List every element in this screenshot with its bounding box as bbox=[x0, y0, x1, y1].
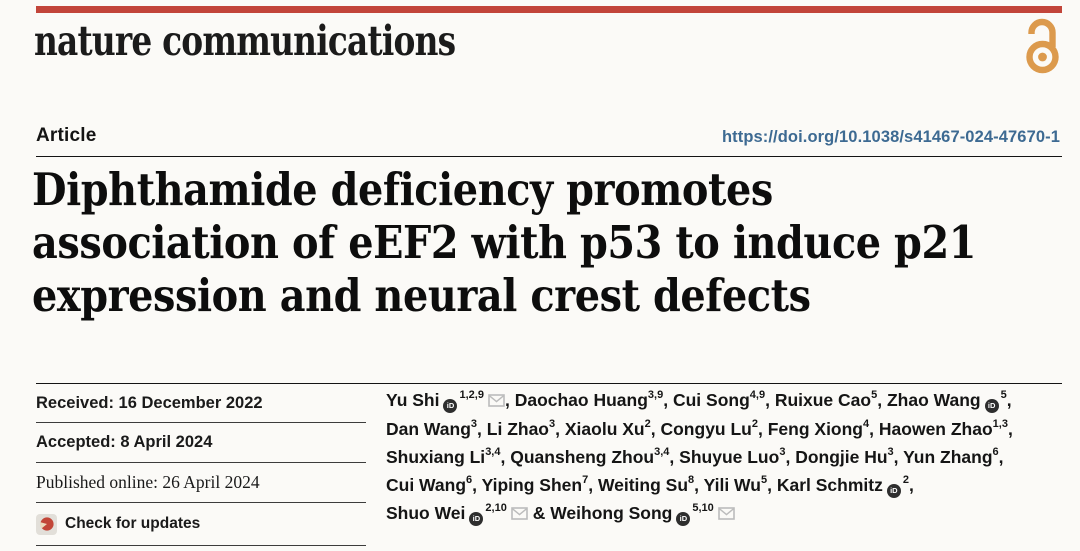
affiliation-superscript: 3 bbox=[549, 418, 556, 431]
author[interactable]: Xiaolu Xu2 bbox=[565, 419, 651, 439]
article-history: Received: 16 December 2022 Accepted: 8 A… bbox=[36, 384, 366, 546]
affiliation-superscript: 5,10 bbox=[692, 502, 714, 515]
author[interactable]: Dongjie Hu3 bbox=[795, 447, 893, 467]
affiliation-superscript: 2 bbox=[902, 474, 909, 487]
email-icon[interactable] bbox=[717, 500, 735, 528]
affiliation-superscript: 3 bbox=[779, 446, 786, 459]
journal-logo: nature communications bbox=[34, 17, 456, 65]
author-name: Shuyue Luo bbox=[679, 447, 780, 467]
author-name: Cui Wang bbox=[386, 475, 467, 495]
author-list: Yu Shi iD1,2,9, Daochao Huang3,9, Cui Son… bbox=[386, 386, 1058, 528]
author-name: Haowen Zhao bbox=[878, 419, 993, 439]
orcid-icon[interactable]: iD bbox=[676, 511, 691, 526]
author-name: Feng Xiong bbox=[767, 419, 864, 439]
author-name: Cui Song bbox=[672, 390, 750, 410]
orcid-icon[interactable]: iD bbox=[469, 511, 484, 526]
accepted-date: Accepted: 8 April 2024 bbox=[36, 423, 366, 463]
affiliation-superscript: 2 bbox=[644, 418, 651, 431]
author[interactable]: Zhao Wang iD5 bbox=[886, 389, 1007, 413]
author[interactable]: Shuo Wei iD2,10 bbox=[386, 502, 528, 526]
affiliation-superscript: 1,2,9 bbox=[459, 389, 484, 402]
affiliation-superscript: 2,10 bbox=[485, 502, 507, 515]
author[interactable]: Shuxiang Li3,4 bbox=[386, 447, 500, 467]
affiliation-superscript: 4 bbox=[863, 418, 870, 431]
author[interactable]: Yun Zhang6 bbox=[903, 447, 999, 467]
email-icon[interactable] bbox=[488, 387, 505, 415]
author-name: Shuxiang Li bbox=[386, 447, 486, 467]
author[interactable]: Daochao Huang3,9 bbox=[515, 390, 664, 410]
author-name: Ruixue Cao bbox=[774, 390, 872, 410]
author-name: Weihong Song bbox=[550, 503, 673, 523]
header-divider bbox=[36, 156, 1062, 157]
affiliation-superscript: 6 bbox=[992, 446, 999, 459]
article-title-line: expression and neural crest defects bbox=[32, 269, 811, 322]
author[interactable]: Shuyue Luo3 bbox=[679, 447, 785, 467]
affiliation-superscript: 3,4 bbox=[654, 446, 670, 459]
email-icon[interactable] bbox=[511, 500, 528, 528]
author-name: Shuo Wei bbox=[386, 503, 466, 523]
check-for-updates-label: Check for updates bbox=[65, 515, 201, 532]
affiliation-superscript: 3 bbox=[470, 418, 478, 431]
received-date: Received: 16 December 2022 bbox=[36, 384, 366, 423]
published-date: Published online: 26 April 2024 bbox=[36, 463, 366, 503]
affiliation-superscript: 4,9 bbox=[749, 389, 766, 402]
article-title-line: Diphthamide deficiency promotes bbox=[32, 163, 773, 216]
author-name: Yili Wu bbox=[703, 475, 761, 495]
affiliation-superscript: 7 bbox=[582, 474, 589, 487]
author[interactable]: Feng Xiong4 bbox=[768, 419, 869, 439]
affiliation-superscript: 6 bbox=[466, 474, 473, 487]
orcid-icon[interactable]: iD bbox=[443, 398, 458, 413]
author[interactable]: Weihong Song iD5,10 bbox=[550, 502, 735, 526]
author-name: Dongjie Hu bbox=[795, 447, 888, 467]
author[interactable]: Weiting Su8 bbox=[598, 475, 694, 495]
crossmark-icon bbox=[36, 513, 57, 535]
affiliation-superscript: 1,3 bbox=[992, 418, 1008, 431]
author-name: Dan Wang bbox=[386, 419, 471, 439]
author[interactable]: Li Zhao3 bbox=[487, 419, 555, 439]
author[interactable]: Dan Wang3 bbox=[386, 419, 477, 439]
affiliation-superscript: 5 bbox=[871, 389, 878, 402]
author[interactable]: Haowen Zhao1,3 bbox=[879, 419, 1008, 439]
author-name: Yun Zhang bbox=[903, 447, 993, 467]
author-name: Karl Schmitz bbox=[776, 475, 883, 495]
article-title: Diphthamide deficiency promotes associat… bbox=[32, 163, 1041, 322]
author[interactable]: Yiping Shen7 bbox=[482, 475, 589, 495]
author[interactable]: Yili Wu5 bbox=[704, 475, 768, 495]
affiliation-superscript: 3,4 bbox=[485, 446, 501, 459]
author[interactable]: Karl Schmitz iD2 bbox=[776, 474, 909, 498]
doi-link[interactable]: https://doi.org/10.1038/s41467-024-47670… bbox=[721, 128, 1060, 146]
author-name: Daochao Huang bbox=[514, 390, 648, 410]
affiliation-superscript: 8 bbox=[688, 474, 695, 487]
article-type-label: Article bbox=[36, 125, 97, 146]
article-title-line: association of eEF2 with p53 to induce p… bbox=[32, 216, 977, 269]
affiliation-superscript: 5 bbox=[760, 474, 768, 487]
affiliation-superscript: 3,9 bbox=[647, 389, 664, 402]
author[interactable]: Ruixue Cao5 bbox=[775, 390, 877, 410]
open-access-icon bbox=[1019, 15, 1063, 80]
section-divider bbox=[36, 383, 1062, 384]
author[interactable]: Quansheng Zhou3,4 bbox=[510, 447, 669, 467]
author-name: Quansheng Zhou bbox=[510, 447, 655, 467]
author-name: Congyu Lu bbox=[660, 419, 752, 439]
author-name: Yiping Shen bbox=[481, 475, 583, 495]
orcid-icon[interactable]: iD bbox=[984, 398, 999, 413]
author[interactable]: Yu Shi iD1,2,9 bbox=[386, 389, 505, 413]
author[interactable]: Congyu Lu2 bbox=[660, 419, 758, 439]
affiliation-superscript: 2 bbox=[751, 418, 758, 431]
orcid-icon[interactable]: iD bbox=[886, 483, 901, 498]
author-name: Li Zhao bbox=[486, 419, 549, 439]
author[interactable]: Cui Wang6 bbox=[386, 475, 472, 495]
affiliation-superscript: 5 bbox=[1000, 389, 1007, 402]
author[interactable]: Cui Song4,9 bbox=[673, 390, 765, 410]
author-name: Zhao Wang bbox=[886, 390, 981, 410]
author-name: Yu Shi bbox=[386, 390, 440, 410]
brand-red-bar bbox=[36, 6, 1062, 13]
affiliation-superscript: 3 bbox=[887, 446, 894, 459]
author-name: Weiting Su bbox=[597, 475, 689, 495]
check-for-updates-button[interactable]: Check for updates bbox=[36, 503, 366, 546]
author-name: Xiaolu Xu bbox=[564, 419, 645, 439]
